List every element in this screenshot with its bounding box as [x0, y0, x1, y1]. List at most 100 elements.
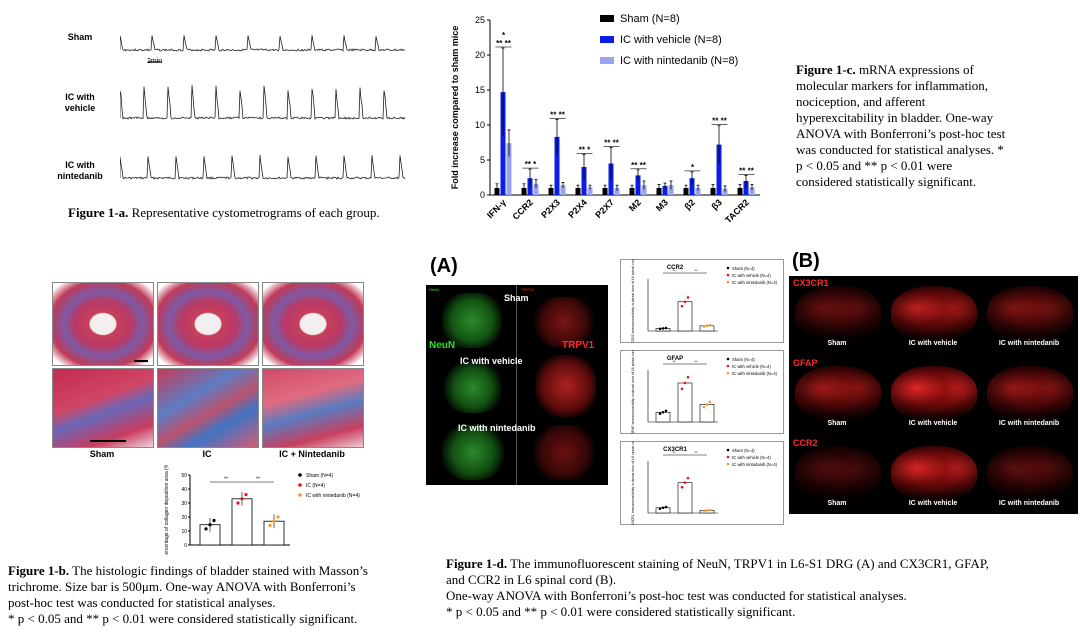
spinal-cord-image — [987, 446, 1073, 502]
data-point — [204, 527, 208, 531]
significance-mark: ** — [694, 359, 698, 364]
spinal-cord-col-label: IC with nintedanib — [998, 500, 1060, 507]
legend-label: IC with vehicle (N=4) — [732, 273, 771, 278]
row-label-vehicle: IC with vehicle — [460, 356, 523, 366]
spinal-cord-image — [795, 446, 881, 502]
data-point — [661, 506, 665, 510]
fig1b-collagen-chart: 0 10 20 30 40 50 Percentage of collagen deposi… — [164, 465, 360, 555]
data-point — [686, 375, 690, 379]
panel-a-label: (A) — [430, 255, 458, 277]
data-point — [664, 409, 668, 413]
significance-mark: ** — [694, 268, 698, 273]
spinal-cord-row-label: CX3CR1 — [793, 278, 829, 288]
category-label: IFN-γ — [485, 197, 508, 220]
bar — [716, 144, 722, 195]
legend-marker — [726, 280, 730, 284]
mini-chart-title: GFAP — [667, 356, 683, 362]
data-point — [680, 485, 684, 489]
spinal-cord-image — [795, 366, 881, 422]
spinal-cord-col-label: IC with nintedanib — [998, 340, 1060, 347]
data-point — [272, 519, 276, 523]
fig1c-bar-chart: 0 5 10 15 20 25 Fold increase compared to sham… — [450, 13, 760, 225]
legend-swatch — [600, 15, 614, 22]
spinal-cord-image — [987, 286, 1073, 342]
neun-small-label: NeuN — [429, 287, 440, 292]
significance-mark: ** ** — [739, 166, 755, 175]
legend-label: Sham (N=4) — [732, 448, 755, 453]
panel-b-label: (B) — [792, 250, 820, 272]
spinal-cord-row-label: CCR2 — [793, 438, 818, 448]
data-point — [240, 497, 244, 501]
bar — [560, 185, 566, 195]
trpv1-label: TRPV1 — [562, 340, 595, 351]
legend-label: IC with nintedanib (N=4) — [732, 280, 778, 285]
bar — [533, 183, 539, 195]
bar — [548, 188, 554, 195]
legend-marker — [726, 266, 730, 270]
significance-mark: * — [691, 163, 695, 172]
category-label: CCR2 — [511, 197, 535, 221]
data-point — [236, 501, 240, 505]
data-point — [212, 518, 216, 523]
y-tick-label: 20 — [475, 50, 485, 60]
legend-marker — [726, 273, 730, 277]
legend-marker — [298, 473, 302, 477]
y-tick-label: 15 — [475, 85, 485, 95]
fig1d-caption: Figure 1-d. The immunofluorescent staini… — [446, 556, 989, 619]
trace-label-sham: Sham — [67, 32, 93, 42]
category-label: P2X7 — [593, 197, 616, 220]
category-label: β3 — [709, 197, 723, 211]
bar — [677, 482, 693, 514]
data-point — [708, 323, 712, 327]
fig1c-caption: Figure 1-c. mRNA expressions of molecula… — [796, 62, 1006, 189]
data-point — [658, 507, 662, 510]
fig1b-caption: Figure 1-b. The histologic findings of b… — [8, 563, 368, 626]
data-point — [244, 493, 248, 497]
neun-green-bot — [442, 425, 504, 480]
significance-mark: ** * — [525, 160, 537, 169]
category-label: β2 — [682, 197, 696, 211]
bar — [689, 178, 695, 195]
y-axis-label: Fold increase compared to sham mice — [450, 26, 460, 190]
legend-marker — [726, 364, 730, 368]
legend-label: IC with nintedanib (N=4) — [732, 462, 778, 467]
bar — [629, 188, 635, 195]
data-point — [658, 412, 662, 416]
y-tick-label: 10 — [181, 529, 187, 535]
legend-marker — [726, 371, 730, 375]
hist-nint-low — [262, 282, 364, 366]
y-tick-label: 30 — [181, 501, 187, 507]
significance-mark: ** ** — [631, 161, 647, 170]
bar — [602, 188, 608, 195]
y-tick-label: 0 — [480, 190, 485, 200]
bar — [655, 411, 671, 423]
data-point — [708, 508, 712, 512]
bar — [677, 382, 693, 423]
significance-mark: ** — [256, 477, 260, 483]
data-point — [276, 515, 280, 519]
significance-mark: ** * — [579, 145, 591, 154]
bar — [554, 136, 560, 195]
legend-label: IC with vehicle (N=4) — [732, 364, 771, 369]
data-point — [705, 509, 709, 512]
spinal-cord-image — [987, 366, 1073, 422]
spinal-cord-image — [795, 286, 881, 342]
legend-swatch — [600, 36, 614, 43]
spinal-cord-col-label: IC with vehicle — [908, 420, 958, 427]
y-tick-label: 50 — [181, 473, 187, 479]
y-tick-label: 0 — [184, 543, 187, 549]
fig1a: Sham IC with vehicle IC with nintedanib 2m… — [40, 0, 420, 225]
group-label-sham: Sham — [89, 449, 115, 459]
neun-label: NeuN — [429, 340, 456, 351]
category-label: P2X3 — [539, 197, 562, 220]
data-point — [661, 410, 665, 414]
data-point — [705, 403, 709, 406]
spinal-cord-image — [891, 446, 977, 502]
legend-label: Sham (N=4) — [732, 266, 755, 271]
data-point — [702, 325, 706, 328]
mini-chart-ccr2: CCR2 % of CCR2 immunoreactivity in dorsal… — [620, 259, 784, 343]
data-point — [664, 326, 668, 330]
y-tick-label: 40 — [181, 487, 187, 493]
data-point — [702, 509, 706, 513]
bar — [614, 188, 620, 195]
